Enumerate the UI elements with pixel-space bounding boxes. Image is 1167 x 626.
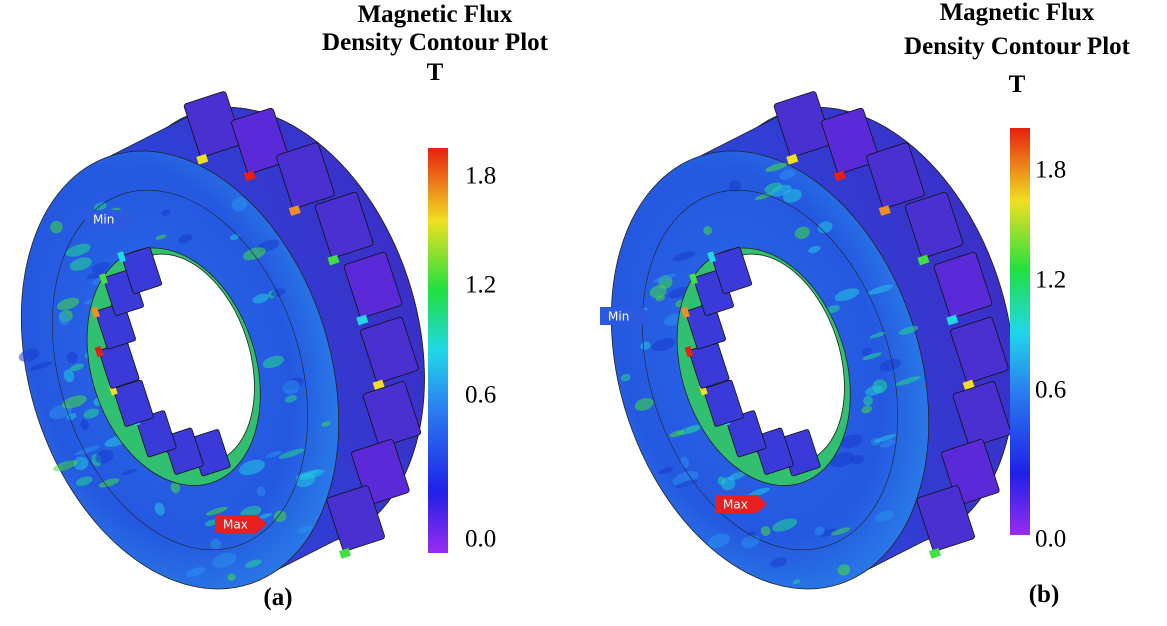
legend-title: Density Contour Plot — [904, 33, 1131, 60]
legend-title: Magnetic Flux — [358, 1, 513, 28]
colorbar — [1010, 128, 1030, 535]
legend-unit: T — [1009, 71, 1026, 98]
legend-title: Magnetic Flux — [940, 0, 1095, 26]
legend-title: Density Contour Plot — [322, 29, 549, 56]
legend-unit: T — [427, 59, 444, 86]
marker: Min — [600, 307, 652, 325]
colorbar-label: 1.2 — [465, 272, 496, 299]
colorbar-label: 1.8 — [465, 163, 496, 190]
marker: Max — [215, 515, 267, 533]
motor — [0, 55, 484, 626]
colorbar-label: 0.0 — [465, 526, 496, 553]
marker-label: Max — [723, 498, 748, 512]
colorbar-label: 0.0 — [1035, 526, 1066, 553]
colorbar-label: 1.2 — [1035, 267, 1066, 294]
marker-label: Min — [608, 310, 629, 324]
marker-label: Min — [93, 213, 114, 227]
colorbar-label: 1.8 — [1035, 157, 1066, 184]
caption: (b) — [1029, 581, 1060, 608]
marker: Max — [715, 495, 767, 513]
colorbar-label: 0.6 — [1035, 377, 1066, 404]
colorbar — [428, 148, 448, 553]
caption: (a) — [263, 584, 292, 611]
marker: Min — [85, 210, 137, 228]
marker-label: Max — [223, 518, 248, 532]
colorbar-label: 0.6 — [465, 382, 496, 409]
figure: Magnetic FluxDensity Contour PlotT1.81.2… — [0, 0, 1167, 626]
motor — [550, 55, 1074, 626]
